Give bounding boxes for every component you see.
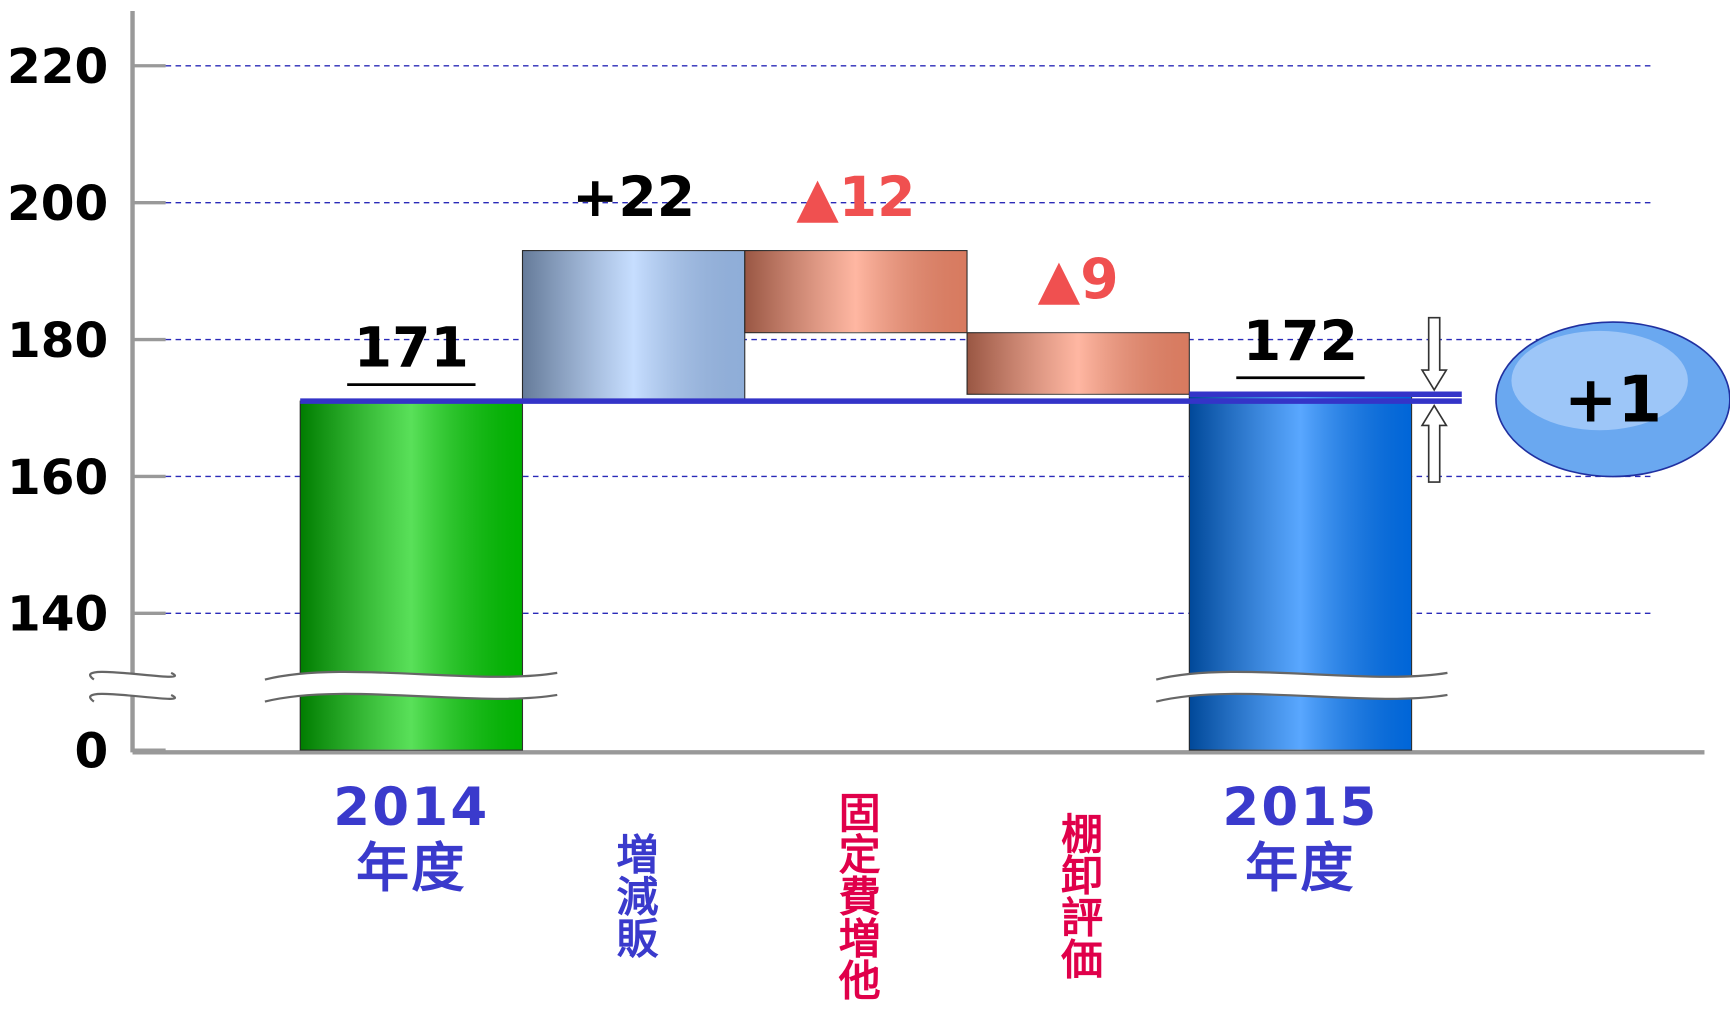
category-label: 2015年度 [1222,777,1379,900]
y-tick-label: 0 [74,724,108,780]
axis-break [264,692,558,703]
axis-break [1156,671,1448,702]
arrow [1420,403,1448,483]
value-label: ▲12 [796,166,915,230]
axis-break [1155,670,1448,681]
category-label: 棚卸評価 [1053,811,1103,980]
bar-shading [967,332,1190,395]
axis-break [89,692,176,703]
bubble-highlight [1511,330,1688,431]
category-label: 増減販 [609,832,658,959]
axis-break [89,670,176,681]
category-label: 固定費増他 [831,790,881,1001]
y-tick-label: 200 [7,176,108,232]
difference-label: +1 [1564,363,1662,437]
y-tick-label: 160 [7,450,108,506]
category-label-box: 2014年度 [333,777,490,900]
axis-break [90,671,175,702]
y-tick-label: 180 [7,313,108,369]
axis-break [1155,692,1448,703]
category-label: 2014年度 [333,777,490,900]
category-label-box: 増減販 [609,832,658,959]
category-label-box: 固定費増他 [831,790,881,1001]
category-label-box: 棚卸評価 [1053,811,1103,980]
axis-break [264,671,558,702]
value-label: +22 [572,166,695,230]
value-label: 171 [354,317,469,381]
bar-shading [522,250,745,402]
arrow [1420,316,1448,392]
value-label: ▲9 [1038,248,1119,312]
axis-break [264,670,558,681]
y-tick-label: 140 [7,587,108,643]
y-tick-label: 220 [7,39,108,95]
category-label-box: 2015年度 [1222,777,1379,900]
value-label: 172 [1243,310,1358,374]
bar-shading [744,250,968,333]
